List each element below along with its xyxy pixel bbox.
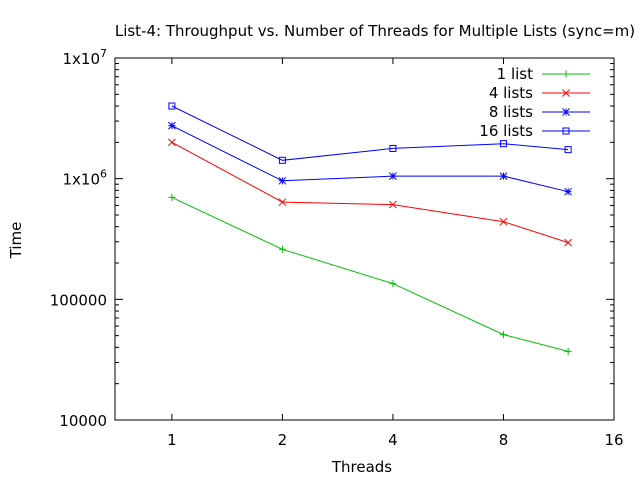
legend-marker bbox=[562, 89, 570, 97]
series-1-list bbox=[168, 193, 572, 355]
x-tick-label: 8 bbox=[499, 431, 509, 449]
data-point-4-lists bbox=[564, 238, 572, 247]
data-point-4-lists bbox=[278, 198, 287, 206]
y-tick-label: 100000 bbox=[50, 291, 107, 309]
legend-item-4-lists: 4 lists bbox=[489, 84, 590, 102]
legend-item-16-lists: 16 lists bbox=[479, 122, 590, 140]
series-line-4-lists bbox=[171, 141, 569, 244]
x-axis-label: Threads bbox=[331, 458, 392, 476]
x-tick-label: 2 bbox=[278, 431, 288, 449]
chart-title: List-4: Throughput vs. Number of Threads… bbox=[115, 22, 635, 40]
y-tick-label-exponent: 6 bbox=[100, 168, 107, 181]
data-point-8-lists bbox=[278, 176, 287, 185]
series-line-16-lists bbox=[171, 105, 569, 161]
data-point-1-list bbox=[168, 193, 176, 201]
data-point-8-lists bbox=[564, 187, 572, 196]
legend-label: 4 lists bbox=[489, 84, 533, 102]
y-tick-label: 10000 bbox=[59, 412, 107, 430]
data-point-16-lists bbox=[168, 102, 176, 110]
data-point-4-lists bbox=[499, 217, 508, 226]
data-point-1-list bbox=[499, 331, 507, 339]
y-tick-label-base: 10000 bbox=[59, 412, 107, 430]
data-point-4-lists bbox=[389, 200, 397, 209]
legend-item-1-list: 1 list bbox=[497, 65, 590, 83]
legend-item-8-lists: 8 lists bbox=[489, 103, 590, 121]
series-layer bbox=[168, 102, 572, 355]
x-tick-label: 1 bbox=[167, 431, 177, 449]
data-point-1-list bbox=[278, 245, 286, 253]
data-point-1-list bbox=[564, 347, 572, 355]
x-tick-label: 4 bbox=[388, 431, 398, 449]
data-point-4-lists bbox=[168, 138, 176, 147]
legend-label: 8 lists bbox=[489, 103, 533, 121]
series-8-lists bbox=[168, 121, 572, 196]
data-point-16-lists bbox=[278, 156, 286, 164]
data-point-16-lists bbox=[564, 146, 572, 154]
y-axis-label: Time bbox=[7, 222, 25, 260]
legend-label: 1 list bbox=[497, 65, 533, 83]
series-16-lists bbox=[168, 102, 572, 164]
series-4-lists bbox=[168, 138, 572, 247]
series-line-1-list bbox=[171, 196, 569, 352]
y-tick-label: 1x107 bbox=[62, 47, 107, 68]
x-tick-label: 16 bbox=[604, 431, 623, 449]
legend-marker bbox=[562, 70, 570, 78]
data-point-16-lists bbox=[499, 140, 507, 148]
y-tick-label-base: 1x10 bbox=[62, 50, 100, 68]
legend-label: 16 lists bbox=[479, 122, 533, 140]
data-point-16-lists bbox=[389, 144, 397, 152]
y-tick-label-base: 100000 bbox=[50, 291, 107, 309]
data-point-1-list bbox=[389, 280, 397, 288]
plot-frame bbox=[114, 57, 615, 421]
data-point-8-lists bbox=[499, 172, 508, 180]
data-point-8-lists bbox=[168, 121, 176, 130]
legend-marker bbox=[562, 108, 570, 116]
y-tick-label-exponent: 7 bbox=[100, 47, 107, 60]
legend-marker bbox=[562, 127, 570, 135]
y-tick-label: 1x106 bbox=[62, 168, 107, 189]
data-point-8-lists bbox=[389, 172, 397, 180]
y-tick-label-base: 1x10 bbox=[62, 171, 100, 189]
